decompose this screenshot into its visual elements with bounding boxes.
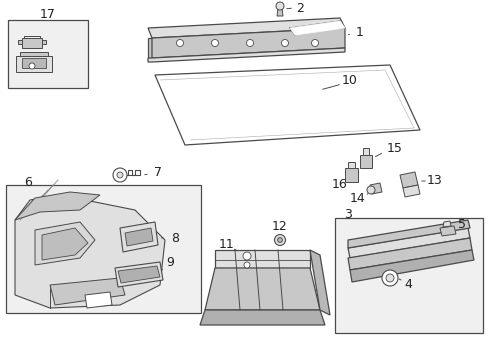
Circle shape <box>386 274 394 282</box>
Circle shape <box>246 40 253 46</box>
Polygon shape <box>16 56 52 72</box>
Polygon shape <box>42 40 46 44</box>
Polygon shape <box>120 222 158 252</box>
Circle shape <box>277 238 283 243</box>
Polygon shape <box>15 195 165 308</box>
Polygon shape <box>370 183 382 194</box>
Polygon shape <box>440 226 456 236</box>
Circle shape <box>29 63 35 69</box>
Text: 7: 7 <box>154 166 162 180</box>
Polygon shape <box>35 222 95 265</box>
Circle shape <box>312 40 318 46</box>
Polygon shape <box>443 221 451 227</box>
Polygon shape <box>360 155 372 168</box>
Polygon shape <box>152 28 345 58</box>
Circle shape <box>276 2 284 10</box>
Circle shape <box>367 186 375 194</box>
Circle shape <box>281 40 289 46</box>
Polygon shape <box>148 38 152 58</box>
Polygon shape <box>400 172 418 188</box>
Text: 6: 6 <box>24 175 32 189</box>
Text: 10: 10 <box>342 73 358 86</box>
Polygon shape <box>403 185 420 197</box>
Circle shape <box>113 168 127 182</box>
Text: 4: 4 <box>404 278 412 291</box>
Circle shape <box>243 252 251 260</box>
Text: 8: 8 <box>171 231 179 244</box>
Polygon shape <box>115 262 163 287</box>
Polygon shape <box>200 310 325 325</box>
Polygon shape <box>22 38 42 48</box>
Polygon shape <box>148 18 345 38</box>
Polygon shape <box>350 250 474 282</box>
Polygon shape <box>85 292 112 308</box>
Polygon shape <box>148 48 345 62</box>
Polygon shape <box>50 278 125 305</box>
Text: 14: 14 <box>350 192 366 204</box>
Polygon shape <box>277 8 283 16</box>
Circle shape <box>212 40 219 46</box>
Text: 15: 15 <box>387 141 403 154</box>
Text: 13: 13 <box>427 174 443 186</box>
Polygon shape <box>363 148 369 155</box>
Polygon shape <box>348 238 472 270</box>
Polygon shape <box>15 192 100 220</box>
Polygon shape <box>18 40 22 44</box>
Text: 16: 16 <box>332 179 348 192</box>
Polygon shape <box>20 52 48 56</box>
Circle shape <box>117 172 123 178</box>
Bar <box>8 20 88 88</box>
Polygon shape <box>205 268 320 310</box>
Polygon shape <box>348 228 470 258</box>
Polygon shape <box>348 220 470 248</box>
Polygon shape <box>290 21 345 35</box>
Polygon shape <box>42 228 88 260</box>
Text: 1: 1 <box>356 27 364 40</box>
Text: 3: 3 <box>344 207 352 220</box>
Bar <box>335 218 483 333</box>
Polygon shape <box>348 162 355 168</box>
Polygon shape <box>215 250 310 268</box>
Text: 2: 2 <box>296 1 304 14</box>
Circle shape <box>382 270 398 286</box>
Circle shape <box>274 234 286 246</box>
Bar <box>6 185 201 313</box>
Text: 17: 17 <box>40 8 56 21</box>
Circle shape <box>176 40 183 46</box>
Text: 12: 12 <box>272 220 288 233</box>
Circle shape <box>244 262 250 268</box>
Polygon shape <box>22 58 46 68</box>
Polygon shape <box>310 250 330 315</box>
Text: 11: 11 <box>219 238 235 252</box>
Text: 5: 5 <box>458 217 466 230</box>
Polygon shape <box>125 228 153 246</box>
Polygon shape <box>118 266 160 283</box>
Text: 9: 9 <box>166 256 174 269</box>
Polygon shape <box>345 168 358 182</box>
Polygon shape <box>155 65 420 145</box>
